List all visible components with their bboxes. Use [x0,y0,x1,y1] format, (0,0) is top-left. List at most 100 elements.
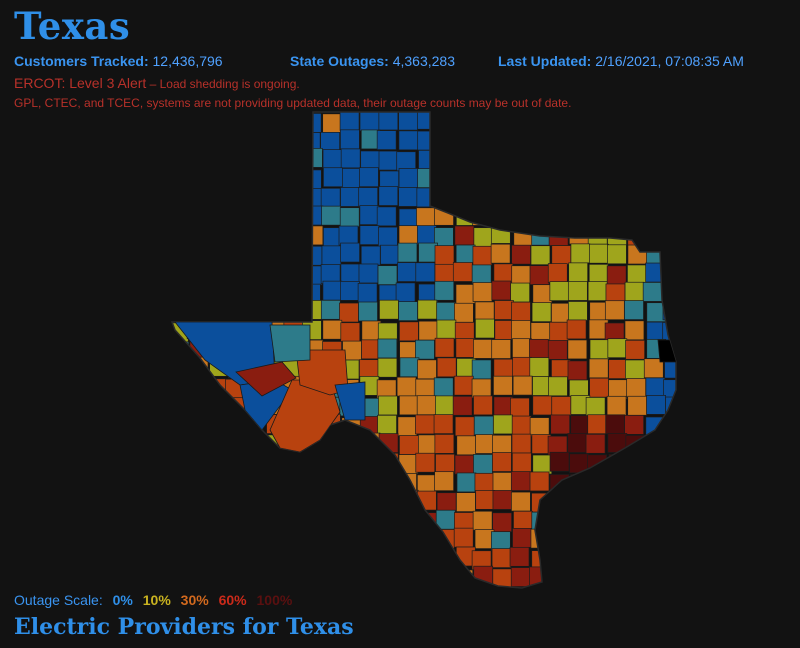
county[interactable] [243,243,264,263]
county[interactable] [662,245,681,266]
county[interactable] [627,225,648,246]
county[interactable] [510,397,530,418]
county[interactable] [665,396,685,417]
county[interactable] [415,414,435,435]
county[interactable] [566,528,587,549]
county[interactable] [511,301,531,322]
county[interactable] [434,434,455,454]
county[interactable] [339,207,360,228]
county[interactable] [187,531,207,551]
county[interactable] [456,151,476,172]
county[interactable] [339,473,360,494]
county[interactable] [303,471,323,491]
county[interactable] [511,415,532,436]
county[interactable] [434,245,455,266]
county[interactable] [208,415,229,435]
county[interactable] [225,148,245,169]
county[interactable] [475,434,495,454]
county[interactable] [587,493,608,514]
county[interactable] [529,265,550,285]
county[interactable] [359,490,380,511]
county[interactable] [453,527,474,548]
county[interactable] [189,151,209,172]
county[interactable] [264,492,285,512]
county[interactable] [587,147,607,168]
county[interactable] [605,207,626,228]
county[interactable] [567,339,588,360]
county[interactable] [283,131,304,151]
county[interactable] [665,549,684,570]
county[interactable] [530,245,551,266]
county[interactable] [549,474,570,494]
county[interactable] [320,187,341,208]
county[interactable] [284,474,305,495]
county[interactable] [532,284,553,305]
county[interactable] [245,473,265,494]
county[interactable] [399,357,420,378]
county[interactable] [282,493,303,513]
county[interactable] [475,167,495,188]
county[interactable] [663,453,683,474]
county[interactable] [244,281,265,302]
county[interactable] [169,244,189,264]
county[interactable] [512,168,533,189]
county[interactable] [454,225,475,246]
county[interactable] [169,299,189,320]
county[interactable] [663,493,683,514]
county[interactable] [454,416,475,437]
county[interactable] [626,549,647,570]
county[interactable] [247,454,268,474]
county[interactable] [379,299,399,320]
county[interactable] [606,265,627,286]
county[interactable] [512,356,532,377]
county[interactable] [662,322,682,342]
county[interactable] [588,585,608,605]
county[interactable] [492,434,512,455]
county[interactable] [265,246,285,267]
county[interactable] [586,472,607,493]
county[interactable] [283,509,304,530]
county[interactable] [226,417,247,438]
county[interactable] [474,472,495,493]
county[interactable] [359,112,380,132]
county[interactable] [187,434,207,455]
county[interactable] [378,150,399,171]
county[interactable] [265,529,286,549]
county[interactable] [377,338,398,359]
county[interactable] [246,167,267,188]
county[interactable] [437,586,458,606]
county[interactable] [415,378,436,399]
county[interactable] [415,339,435,360]
county[interactable] [606,148,626,168]
county[interactable] [396,151,417,172]
county[interactable] [376,130,397,150]
county[interactable] [398,225,419,246]
county[interactable] [643,132,664,152]
county[interactable] [304,511,325,532]
county[interactable] [379,548,400,569]
county[interactable] [513,226,534,247]
county[interactable] [398,130,419,151]
county[interactable] [607,189,627,209]
county[interactable] [665,208,685,228]
county[interactable] [585,433,606,454]
county[interactable] [568,150,589,170]
county[interactable] [263,509,284,530]
county[interactable] [605,472,626,493]
county[interactable] [547,340,568,360]
county[interactable] [512,206,533,227]
county[interactable] [551,490,572,511]
county[interactable] [342,168,362,188]
county[interactable] [398,208,419,229]
county[interactable] [357,283,378,303]
county[interactable] [376,206,397,227]
county[interactable] [494,320,515,340]
county[interactable] [492,512,512,533]
county[interactable] [624,415,644,435]
county[interactable] [529,338,549,359]
county[interactable] [645,377,666,398]
county[interactable] [492,587,513,607]
county[interactable] [625,492,646,513]
county[interactable] [586,111,607,131]
county[interactable] [399,435,419,455]
